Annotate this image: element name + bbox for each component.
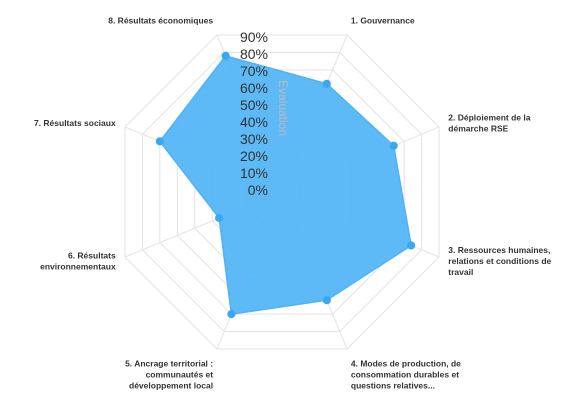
tick-label: 90%: [240, 29, 268, 45]
category-label: 5. Ancrage territorial : communautés et dé…: [125, 358, 213, 390]
tick-label: 20%: [240, 148, 268, 164]
data-point[interactable]: [216, 214, 223, 221]
tick-label: 40%: [240, 114, 268, 130]
tick-label: 70%: [240, 63, 268, 79]
tick-labels: 90%80%70%60%50%40%30%20%10%0%: [240, 29, 268, 198]
data-point[interactable]: [408, 242, 415, 249]
category-label: 6. Résultats environnementaux: [40, 250, 116, 271]
category-label: 4. Modes de production, de consommation d…: [351, 358, 461, 390]
category-label: 8. Résultats économiques: [108, 16, 213, 26]
category-label: 1. Gouvernance: [351, 16, 415, 26]
data-point[interactable]: [323, 297, 330, 304]
data-point[interactable]: [222, 52, 229, 59]
category-label: 3. Ressources humaines, relations et cond…: [448, 245, 551, 277]
tick-label: 30%: [240, 131, 268, 147]
tick-label: 50%: [240, 97, 268, 113]
data-point[interactable]: [390, 142, 397, 149]
category-label: 2. Déploiement de la démarche RSE: [448, 113, 530, 134]
tick-label: 80%: [240, 46, 268, 62]
tick-label: 10%: [240, 165, 268, 181]
data-point[interactable]: [323, 80, 330, 87]
tick-label: 60%: [240, 80, 268, 96]
tick-label: 0%: [248, 182, 268, 198]
data-point[interactable]: [228, 311, 235, 318]
category-label: 7. Résultats sociaux: [34, 118, 116, 128]
data-point[interactable]: [156, 138, 163, 145]
axis-title: Evaluation: [276, 80, 290, 136]
